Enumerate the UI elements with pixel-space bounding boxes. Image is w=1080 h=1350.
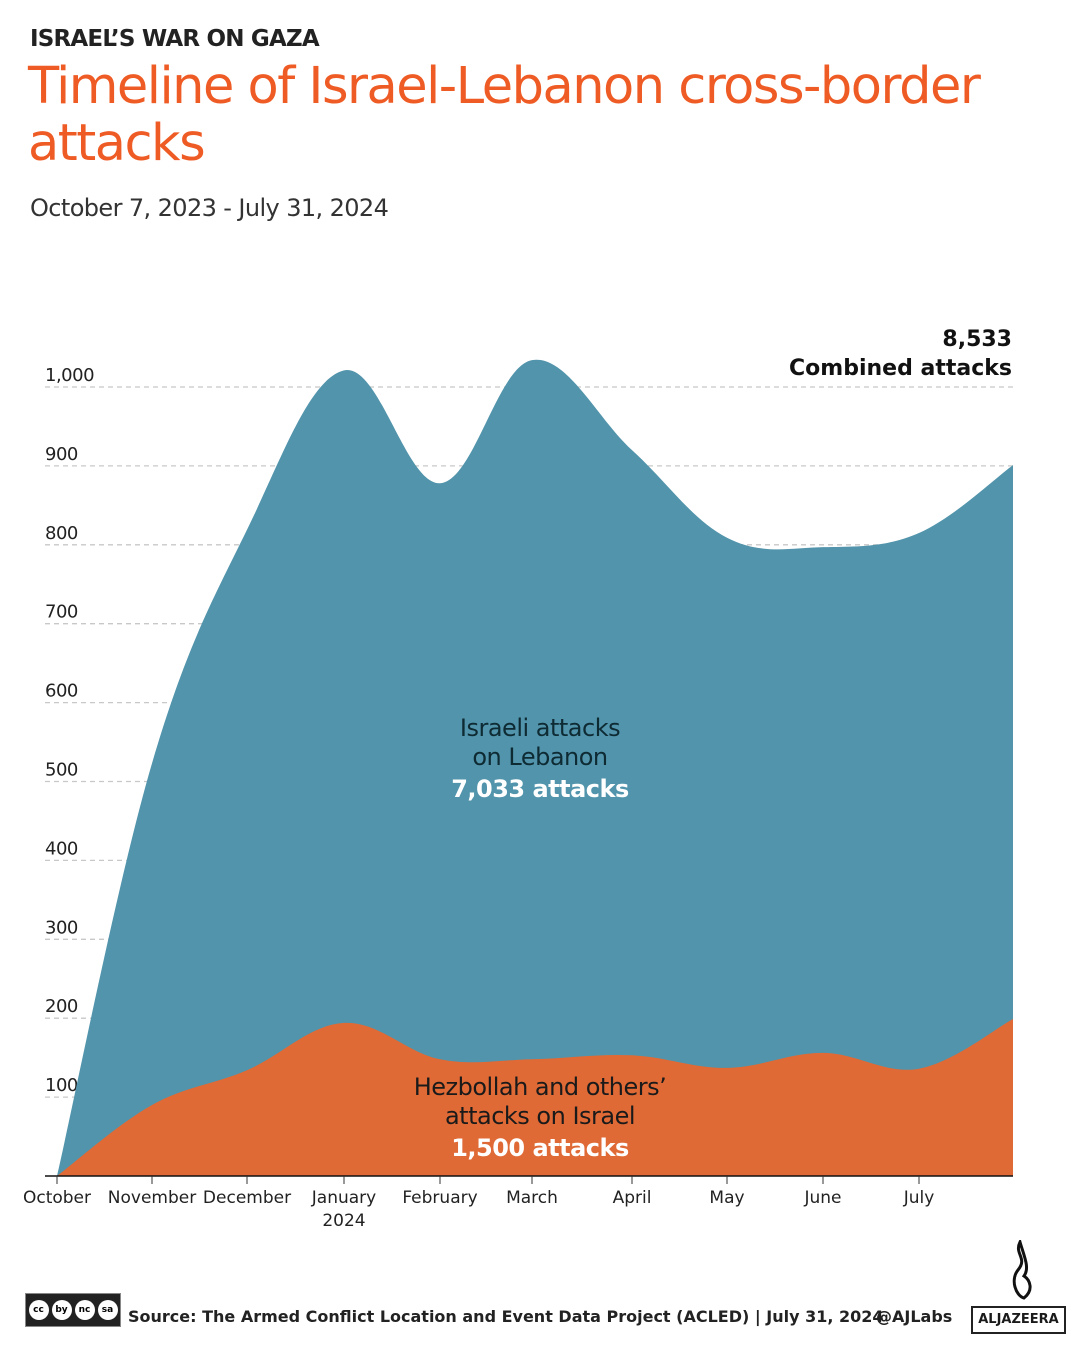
x-tick-sublabel: 2024 xyxy=(322,1211,365,1231)
y-tick-label: 200 xyxy=(45,996,78,1017)
israel-label-2: on Lebanon xyxy=(472,743,607,771)
israel-total: 7,033 attacks xyxy=(451,775,629,803)
source-text: Source: The Armed Conflict Location and … xyxy=(128,1307,884,1326)
hezbollah-attacks-area xyxy=(57,1018,1013,1176)
y-tick-label: 1,000 xyxy=(45,365,94,386)
handle[interactable]: @AJLabs xyxy=(876,1307,953,1326)
y-tick-label: 600 xyxy=(45,681,78,702)
page-title: Timeline of Israel-Lebanon cross-border … xyxy=(28,57,981,173)
x-tick-label: June xyxy=(803,1188,841,1208)
y-tick-label: 700 xyxy=(45,602,78,623)
aljazeera-emblem-icon xyxy=(1012,1240,1032,1300)
x-tick-label: December xyxy=(203,1188,291,1208)
y-tick-label: 500 xyxy=(45,760,78,781)
y-tick-label: 300 xyxy=(45,917,78,938)
hezb-label-1: Hezbollah and others’ xyxy=(414,1073,667,1101)
sa-icon: sa xyxy=(97,1300,118,1320)
israeli-attacks-area xyxy=(57,359,1013,1176)
by-icon: by xyxy=(51,1300,72,1320)
x-tick-label: January xyxy=(311,1188,376,1208)
y-tick-label: 900 xyxy=(45,444,78,465)
x-tick-label: February xyxy=(402,1188,477,1208)
cc-icon: cc xyxy=(28,1300,49,1320)
y-tick-label: 800 xyxy=(45,523,78,544)
combined-value: 8,533 xyxy=(942,327,1012,352)
x-tick-label: July xyxy=(903,1188,935,1208)
y-tick-label: 100 xyxy=(45,1075,78,1096)
nc-icon: nc xyxy=(74,1300,95,1320)
hezb-total: 1,500 attacks xyxy=(451,1134,629,1162)
x-tick-label: November xyxy=(108,1188,196,1208)
israel-label-1: Israeli attacks xyxy=(460,714,620,742)
hezb-label-2: attacks on Israel xyxy=(445,1102,635,1130)
x-tick-label: October xyxy=(23,1188,91,1208)
y-tick-label: 400 xyxy=(45,838,78,859)
creative-commons-badge: cc by nc sa xyxy=(25,1293,121,1327)
x-tick-label: May xyxy=(709,1188,744,1208)
combined-label: Combined attacks xyxy=(789,356,1012,381)
kicker: ISRAEL’S WAR ON GAZA xyxy=(30,26,320,52)
x-tick-label: April xyxy=(613,1188,652,1208)
aljazeera-logo: ALJAZEERA xyxy=(971,1306,1066,1334)
x-tick-label: March xyxy=(506,1188,558,1208)
subtitle: October 7, 2023 - July 31, 2024 xyxy=(30,194,389,222)
